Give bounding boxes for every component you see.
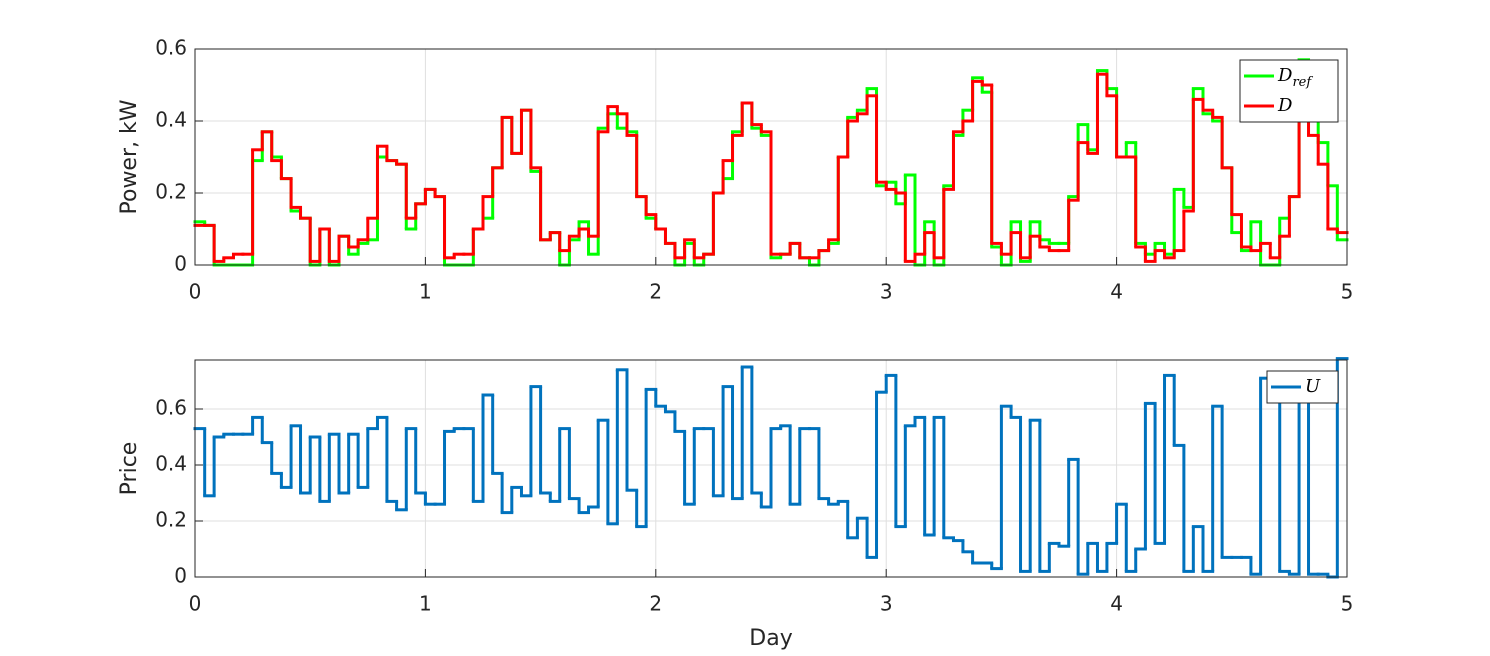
y-axis-label: Price [117,442,142,496]
x-tick-label: 0 [189,592,202,616]
x-axis-label: Day [749,626,792,651]
y-tick-label: 0 [174,564,187,588]
x-tick-label: 5 [1341,280,1354,304]
legend: Dref D [1239,59,1339,123]
axes-frame [194,359,1348,578]
y-tick-label: 0.4 [155,108,187,132]
legend-box [1239,59,1339,123]
x-tick-label: 2 [649,592,662,616]
x-tick-label: 1 [419,280,432,304]
axes-frame [194,48,1348,266]
x-tick-label: 4 [1110,280,1123,304]
x-tick-label: 3 [880,592,893,616]
step-riser [212,74,1339,262]
y-tick-label: 0.2 [155,180,187,204]
y-axis-label: Power, kW [117,99,142,214]
y-tick-label: 0.6 [155,36,187,60]
y-tick-label: 0 [174,252,187,276]
x-tick-label: 5 [1341,592,1354,616]
x-tick-label: 4 [1110,592,1123,616]
y-tick-label: 0.2 [155,508,187,532]
y-tick-label: 0.4 [155,452,187,476]
legend-label: Dref [1277,65,1313,90]
legend-label: D [1277,95,1293,116]
legend-label: U [1305,376,1321,397]
x-tick-label: 1 [419,592,432,616]
x-tick-label: 3 [880,280,893,304]
x-tick-label: 2 [649,280,662,304]
legend: U [1266,370,1339,404]
x-tick-label: 0 [189,280,202,304]
y-tick-label: 0.6 [155,396,187,420]
